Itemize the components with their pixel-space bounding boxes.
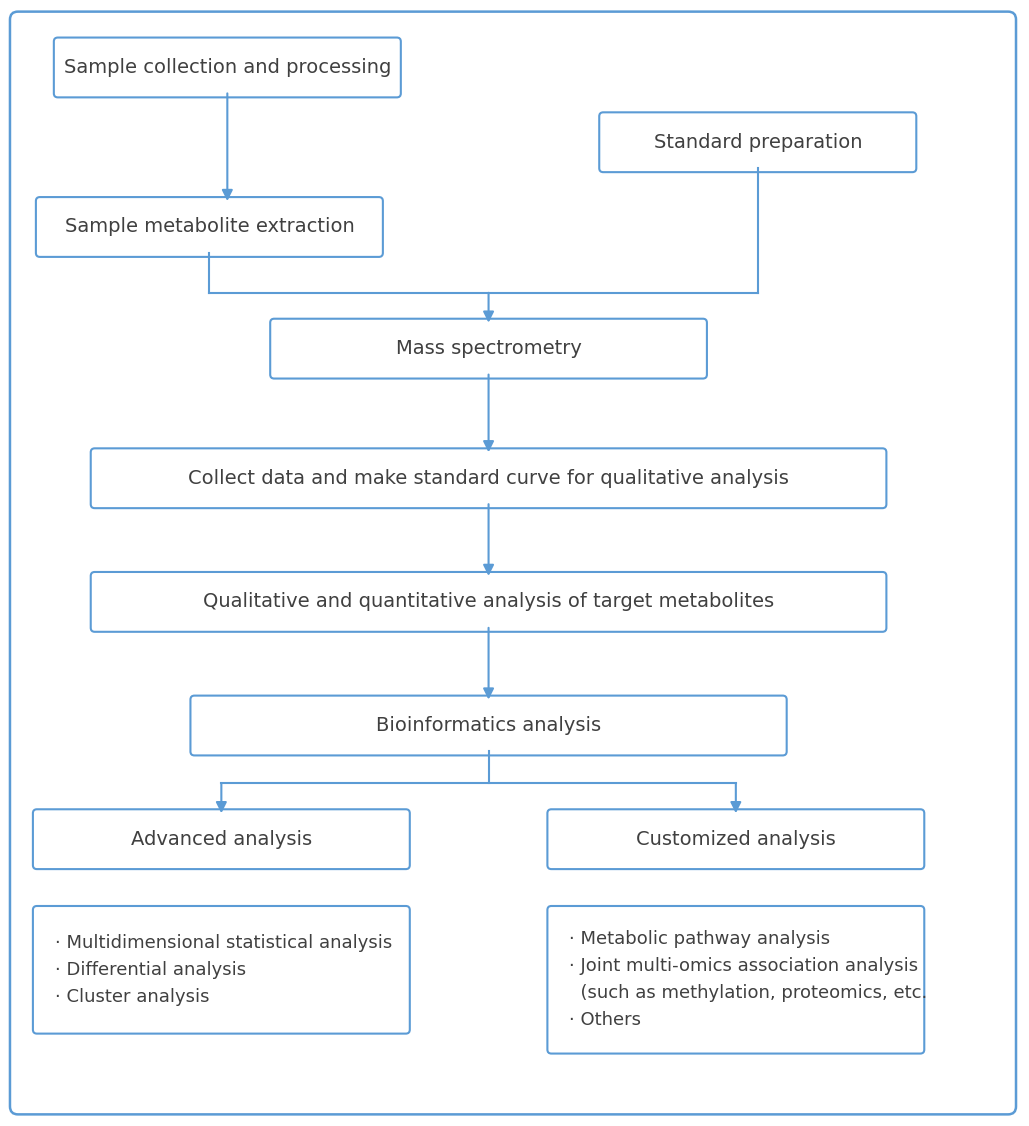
FancyBboxPatch shape bbox=[547, 810, 924, 869]
FancyBboxPatch shape bbox=[33, 906, 410, 1034]
FancyBboxPatch shape bbox=[547, 906, 924, 1054]
Text: Standard preparation: Standard preparation bbox=[653, 133, 862, 152]
FancyBboxPatch shape bbox=[91, 572, 886, 632]
FancyBboxPatch shape bbox=[36, 197, 383, 257]
FancyBboxPatch shape bbox=[33, 810, 410, 869]
FancyBboxPatch shape bbox=[54, 37, 401, 97]
Text: Sample metabolite extraction: Sample metabolite extraction bbox=[65, 217, 354, 236]
Text: Collect data and make standard curve for qualitative analysis: Collect data and make standard curve for… bbox=[188, 468, 789, 488]
Text: · Metabolic pathway analysis
· Joint multi-omics association analysis
  (such as: · Metabolic pathway analysis · Joint mul… bbox=[569, 930, 927, 1029]
FancyBboxPatch shape bbox=[190, 696, 787, 756]
FancyBboxPatch shape bbox=[271, 319, 707, 378]
Text: Qualitative and quantitative analysis of target metabolites: Qualitative and quantitative analysis of… bbox=[203, 592, 774, 611]
FancyBboxPatch shape bbox=[599, 113, 916, 172]
Text: Customized analysis: Customized analysis bbox=[636, 830, 836, 849]
FancyBboxPatch shape bbox=[10, 11, 1016, 1115]
Text: Mass spectrometry: Mass spectrometry bbox=[395, 339, 581, 358]
Text: Advanced analysis: Advanced analysis bbox=[131, 830, 312, 849]
Text: Sample collection and processing: Sample collection and processing bbox=[64, 57, 391, 77]
Text: Bioinformatics analysis: Bioinformatics analysis bbox=[376, 716, 601, 735]
Text: · Multidimensional statistical analysis
· Differential analysis
· Cluster analys: · Multidimensional statistical analysis … bbox=[55, 933, 392, 1006]
FancyBboxPatch shape bbox=[91, 448, 886, 508]
